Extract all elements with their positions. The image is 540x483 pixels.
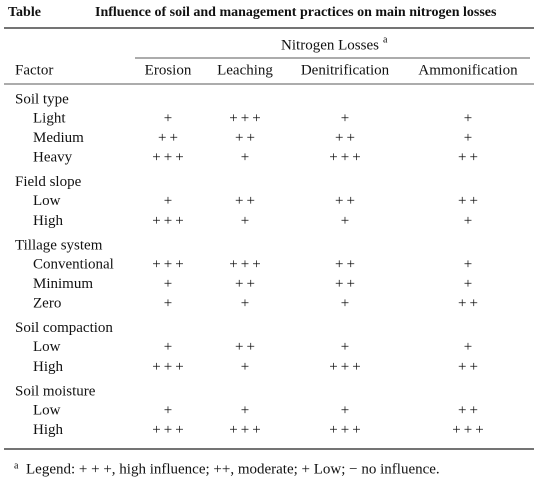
- cell: ++: [158, 130, 181, 146]
- cell: +++: [152, 422, 186, 438]
- column-header: Factor: [15, 62, 53, 78]
- cell: ++: [235, 193, 258, 209]
- cell: +: [464, 110, 475, 126]
- footnote: Legend: + + +, high influence; ++, moder…: [26, 461, 440, 477]
- cell: ++: [335, 276, 358, 292]
- cell: ++: [235, 276, 258, 292]
- cell: +: [241, 359, 252, 375]
- column-header: Ammonification: [418, 62, 518, 78]
- cell: +++: [229, 256, 263, 272]
- cell: +: [241, 402, 252, 418]
- group-name: Field slope: [15, 174, 82, 190]
- cell: +++: [152, 150, 186, 166]
- cell: +++: [229, 422, 263, 438]
- cell: ++: [458, 402, 481, 418]
- cell: ++: [235, 130, 258, 146]
- cell: +++: [329, 359, 363, 375]
- factor: Medium: [33, 130, 84, 146]
- cell: +: [341, 296, 352, 312]
- cell: ++: [458, 359, 481, 375]
- cell: +++: [152, 256, 186, 272]
- cell: +: [464, 213, 475, 229]
- cell: +: [241, 213, 252, 229]
- cell: +: [341, 213, 352, 229]
- cell: ++: [335, 193, 358, 209]
- factor: Minimum: [33, 276, 93, 292]
- cell: ++: [335, 256, 358, 272]
- footnote-mark: a: [14, 460, 19, 471]
- factor: High: [33, 422, 64, 438]
- cell: +++: [152, 213, 186, 229]
- cell: +: [164, 402, 175, 418]
- group-name: Soil moisture: [15, 383, 96, 399]
- factor: Low: [33, 193, 61, 209]
- column-header: Leaching: [217, 62, 273, 78]
- cell: +: [164, 110, 175, 126]
- cell: ++: [458, 296, 481, 312]
- cell: ++: [235, 339, 258, 355]
- column-group: Nitrogen Losses: [281, 37, 379, 53]
- factor: High: [33, 359, 64, 375]
- cell: +: [464, 256, 475, 272]
- factor: Heavy: [33, 150, 73, 166]
- cell: +++: [452, 422, 486, 438]
- cell: +: [164, 296, 175, 312]
- factor: Conventional: [33, 256, 114, 272]
- column-header: Erosion: [145, 62, 192, 78]
- cell: +: [464, 339, 475, 355]
- footnote-mark: a: [383, 34, 388, 45]
- cell: +: [341, 339, 352, 355]
- factor: Light: [33, 110, 66, 126]
- cell: +++: [152, 359, 186, 375]
- factor: Low: [33, 339, 61, 355]
- cell: +: [464, 130, 475, 146]
- cell: +: [341, 110, 352, 126]
- cell: +: [164, 276, 175, 292]
- cell: ++: [458, 193, 481, 209]
- column-header: Denitrification: [301, 62, 390, 78]
- cell: +: [241, 296, 252, 312]
- cell: +++: [329, 422, 363, 438]
- factor: Low: [33, 402, 61, 418]
- table-title: Influence of soil and management practic…: [95, 5, 497, 20]
- cell: +++: [229, 110, 263, 126]
- cell: +: [164, 339, 175, 355]
- group-name: Soil compaction: [15, 320, 113, 336]
- cell: +++: [329, 150, 363, 166]
- group-name: Tillage system: [15, 237, 103, 253]
- factor: Zero: [33, 296, 61, 312]
- cell: +: [241, 150, 252, 166]
- cell: ++: [335, 130, 358, 146]
- cell: +: [464, 276, 475, 292]
- factor: High: [33, 213, 64, 229]
- group-name: Soil type: [15, 91, 69, 107]
- cell: +: [164, 193, 175, 209]
- table-label: Table: [8, 5, 41, 20]
- cell: +: [341, 402, 352, 418]
- cell: ++: [458, 150, 481, 166]
